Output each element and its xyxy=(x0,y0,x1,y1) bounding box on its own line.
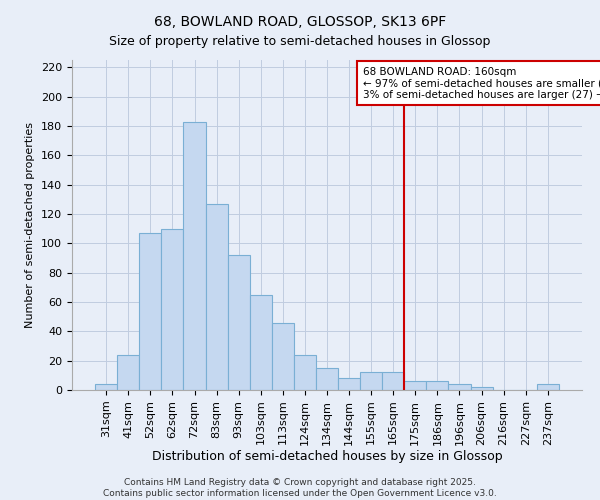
Bar xyxy=(338,378,360,390)
Bar xyxy=(294,355,316,390)
Bar xyxy=(537,384,559,390)
Text: 68 BOWLAND ROAD: 160sqm
← 97% of semi-detached houses are smaller (806)
3% of se: 68 BOWLAND ROAD: 160sqm ← 97% of semi-de… xyxy=(362,66,600,100)
Bar xyxy=(360,372,382,390)
Bar xyxy=(95,384,117,390)
Bar xyxy=(184,122,206,390)
Bar xyxy=(427,381,448,390)
Bar xyxy=(139,233,161,390)
Bar xyxy=(117,355,139,390)
Text: Contains HM Land Registry data © Crown copyright and database right 2025.
Contai: Contains HM Land Registry data © Crown c… xyxy=(103,478,497,498)
Bar xyxy=(161,228,184,390)
Text: Size of property relative to semi-detached houses in Glossop: Size of property relative to semi-detach… xyxy=(109,35,491,48)
Bar xyxy=(206,204,227,390)
Bar xyxy=(382,372,404,390)
X-axis label: Distribution of semi-detached houses by size in Glossop: Distribution of semi-detached houses by … xyxy=(152,450,502,464)
Bar xyxy=(227,255,250,390)
Bar xyxy=(448,384,470,390)
Bar xyxy=(250,294,272,390)
Y-axis label: Number of semi-detached properties: Number of semi-detached properties xyxy=(25,122,35,328)
Bar xyxy=(272,322,294,390)
Text: 68, BOWLAND ROAD, GLOSSOP, SK13 6PF: 68, BOWLAND ROAD, GLOSSOP, SK13 6PF xyxy=(154,15,446,29)
Bar xyxy=(316,368,338,390)
Bar xyxy=(470,387,493,390)
Bar xyxy=(404,381,427,390)
